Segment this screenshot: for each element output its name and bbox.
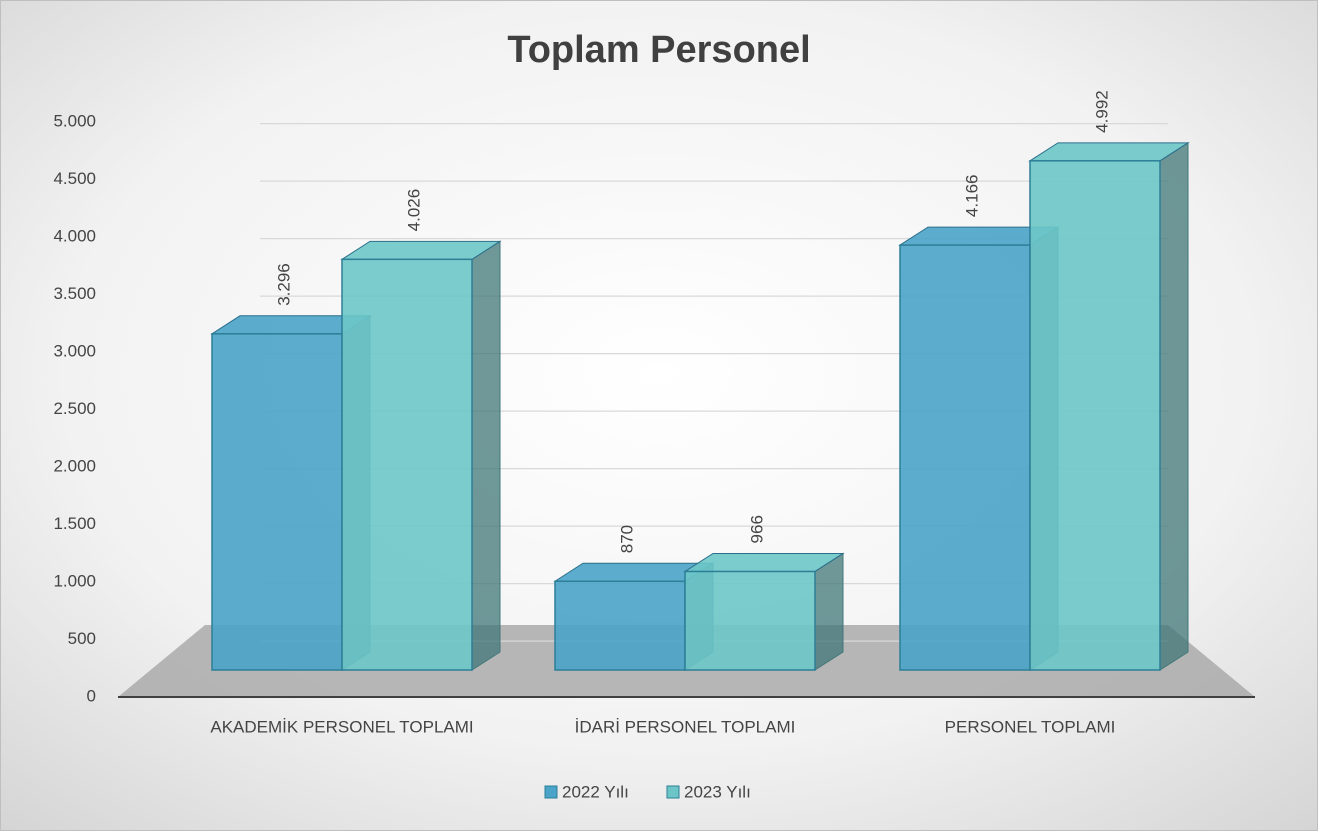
bar-top: [340, 240, 502, 260]
y-tick-label: 4.000: [53, 226, 96, 245]
bar-top: [683, 552, 845, 572]
bar: [340, 240, 502, 671]
bar-side: [814, 552, 844, 671]
y-tick-label: 2.000: [53, 456, 96, 475]
bar-front: [684, 570, 816, 671]
bar: [553, 562, 715, 671]
data-label: 4.166: [962, 175, 981, 218]
bar-top: [1028, 142, 1190, 162]
y-tick-label: 0: [87, 686, 96, 705]
legend-label: 2023 Yılı: [684, 782, 751, 801]
chart-title: Toplam Personel: [507, 29, 810, 71]
bar-front: [211, 333, 343, 671]
x-tick-label: PERSONEL TOPLAMI: [945, 717, 1116, 736]
data-label: 870: [617, 525, 636, 553]
data-label: 966: [747, 515, 766, 543]
bar-front: [1029, 160, 1161, 671]
bar-front: [899, 244, 1031, 671]
x-tick-label: AKADEMİK PERSONEL TOPLAMI: [210, 717, 473, 736]
y-tick-label: 1.500: [53, 514, 96, 533]
legend-swatch: [544, 785, 558, 799]
y-tick-label: 5.000: [53, 111, 96, 130]
y-tick-label: 500: [68, 629, 96, 648]
legend-label: 2022 Yılı: [562, 782, 629, 801]
bar: [683, 552, 845, 671]
bar-front: [554, 580, 686, 671]
y-tick-label: 3.500: [53, 284, 96, 303]
legend-swatch: [666, 785, 680, 799]
bar-front: [341, 258, 473, 671]
x-tick-label: İDARİ PERSONEL TOPLAMI: [575, 717, 796, 736]
data-label: 4.992: [1092, 90, 1111, 133]
bar-side: [1159, 141, 1189, 671]
bar: [1028, 141, 1190, 671]
y-tick-label: 4.500: [53, 169, 96, 188]
data-label: 4.026: [404, 189, 423, 232]
bar-side: [471, 240, 501, 671]
y-tick-label: 2.500: [53, 399, 96, 418]
y-tick-label: 1.000: [53, 571, 96, 590]
y-tick-label: 3.000: [53, 341, 96, 360]
data-label: 3.296: [274, 263, 293, 306]
